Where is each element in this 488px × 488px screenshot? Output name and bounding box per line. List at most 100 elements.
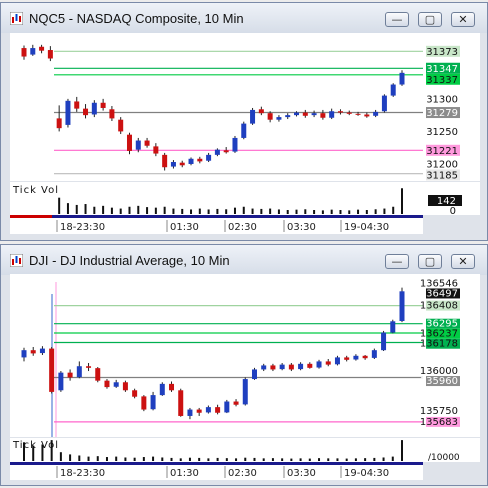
candle[interactable] [126,132,132,155]
candle[interactable] [337,109,343,115]
candle[interactable] [86,363,92,372]
candle[interactable] [39,346,45,355]
candle[interactable] [371,348,377,360]
candle[interactable] [100,98,106,111]
candle[interactable] [122,380,128,392]
candle[interactable] [325,359,331,367]
candle[interactable] [298,362,304,371]
volume-plot-area[interactable] [10,438,423,462]
candle[interactable] [39,44,45,54]
candle[interactable] [215,404,221,415]
candle[interactable] [320,109,326,120]
candle[interactable] [302,109,308,118]
candle[interactable] [223,147,229,154]
candle[interactable] [288,363,294,372]
candle[interactable] [188,157,194,166]
candle[interactable] [242,377,248,406]
candle[interactable] [65,98,71,128]
candle[interactable] [251,367,257,380]
title-bar[interactable]: DJI - DJ Industrial Average, 10 Min — ▢ … [1,245,487,275]
candle[interactable] [109,106,115,121]
candle[interactable] [144,137,150,148]
candle[interactable] [381,330,387,351]
candle[interactable] [170,160,176,169]
candle[interactable] [58,371,64,392]
candle[interactable] [178,388,184,417]
candle[interactable] [206,152,212,163]
candle[interactable] [153,143,159,157]
minimize-button[interactable]: — [385,12,409,27]
minimize-button[interactable]: — [385,254,409,269]
candle[interactable] [214,148,220,157]
candle[interactable] [353,354,359,361]
candle[interactable] [390,319,396,334]
candle[interactable] [76,361,82,379]
candle[interactable] [270,363,276,372]
time-scroll-bar[interactable] [10,462,423,465]
candle[interactable] [346,110,352,116]
price-plot-area[interactable] [10,33,423,181]
candle[interactable] [267,111,273,123]
candle[interactable] [355,111,361,116]
candle[interactable] [150,391,156,411]
candle[interactable] [390,83,396,97]
candle[interactable] [47,46,53,62]
close-button[interactable]: ✕ [451,254,475,269]
candle[interactable] [135,137,141,153]
candle[interactable] [276,115,282,122]
candle[interactable] [373,109,379,118]
candle[interactable] [399,70,405,86]
candle[interactable] [362,355,368,360]
candle[interactable] [67,369,73,381]
candle[interactable] [56,105,62,132]
candle[interactable] [30,44,36,56]
candle[interactable] [21,347,27,362]
candle[interactable] [307,362,313,369]
candle[interactable] [187,407,193,420]
candle[interactable] [197,156,203,164]
candle[interactable] [159,382,165,396]
candle[interactable] [258,106,264,116]
candle[interactable] [132,388,138,399]
candle[interactable] [205,405,211,414]
candle[interactable] [329,108,335,120]
candle[interactable] [21,45,27,60]
title-bar[interactable]: NQC5 - NASDAQ Composite, 10 Min — ▢ ✕ [1,3,487,33]
candle[interactable] [364,112,370,118]
candle[interactable] [233,399,239,407]
candle[interactable] [316,359,322,369]
close-button[interactable]: ✕ [451,12,475,27]
candle[interactable] [162,152,168,171]
candle[interactable] [179,160,185,168]
candle[interactable] [83,104,89,119]
candle[interactable] [285,113,291,120]
candle[interactable] [91,100,97,118]
candle[interactable] [74,96,80,112]
candle[interactable] [399,287,405,323]
candle[interactable] [196,407,202,416]
maximize-button[interactable]: ▢ [418,254,442,269]
time-scroll-marker[interactable] [10,215,52,218]
candle[interactable] [141,395,147,412]
candle[interactable] [261,363,267,372]
candle[interactable] [232,135,238,153]
candle[interactable] [250,107,256,125]
candle[interactable] [334,355,340,366]
candle[interactable] [49,346,55,394]
candle[interactable] [118,117,124,135]
time-scroll-bar[interactable] [10,215,423,218]
maximize-button[interactable]: ▢ [418,12,442,27]
candle[interactable] [241,121,247,140]
candle[interactable] [381,94,387,113]
candle[interactable] [169,381,175,392]
candle[interactable] [104,379,110,389]
candle[interactable] [224,399,230,414]
candle[interactable] [30,346,36,356]
candle[interactable] [344,355,350,362]
candle[interactable] [294,111,300,117]
candle[interactable] [279,363,285,371]
candle[interactable] [311,110,317,118]
candle[interactable] [95,367,101,383]
